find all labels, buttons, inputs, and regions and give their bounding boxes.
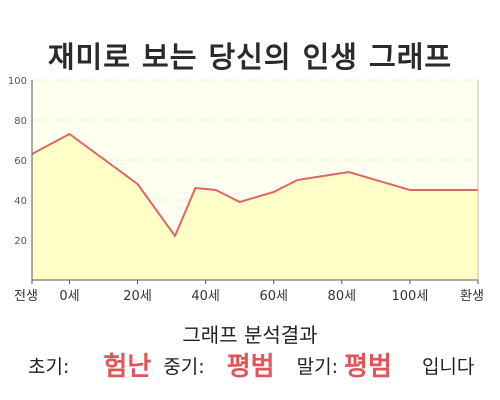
y-tick-label: 40 bbox=[14, 196, 27, 207]
life-area-fill bbox=[32, 134, 478, 280]
late-label: 말기: bbox=[296, 356, 338, 378]
page-title: 재미로 보는 당신의 인생 그래프 bbox=[47, 40, 453, 74]
x-tick-label: 0세 bbox=[59, 289, 79, 304]
y-tick-label: 100 bbox=[8, 76, 27, 87]
x-tick-label: 80세 bbox=[328, 289, 357, 304]
x-tick-label: 20세 bbox=[123, 289, 152, 304]
late-value: 평범 bbox=[344, 352, 392, 382]
mid-value: 평범 bbox=[226, 352, 275, 382]
y-tick-label: 20 bbox=[14, 236, 27, 247]
x-tick-label: 40세 bbox=[191, 289, 220, 304]
result-ending: 입니다 bbox=[421, 356, 475, 378]
y-tick-label: 80 bbox=[14, 116, 27, 127]
life-line bbox=[31, 133, 478, 237]
analysis-heading: 그래프 분석결과 bbox=[182, 323, 318, 347]
mid-label: 중기: bbox=[163, 356, 205, 378]
analysis-result: 초기: 험난 중기: 평범 말기: 평범 입니다 bbox=[28, 346, 488, 383]
x-tick-label: 환생 bbox=[460, 289, 484, 304]
x-tick-label: 전생 bbox=[14, 289, 38, 304]
early-value: 험난 bbox=[103, 352, 152, 382]
life-graph-chart: 20 40 60 80 100 전생 0세 20세 40세 60세 80세 100세 환생 bbox=[8, 76, 484, 304]
x-tick-label: 60세 bbox=[259, 289, 288, 304]
early-label: 초기: bbox=[28, 356, 70, 378]
x-tick-label: 100세 bbox=[392, 289, 429, 304]
y-tick-label: 60 bbox=[14, 156, 27, 167]
